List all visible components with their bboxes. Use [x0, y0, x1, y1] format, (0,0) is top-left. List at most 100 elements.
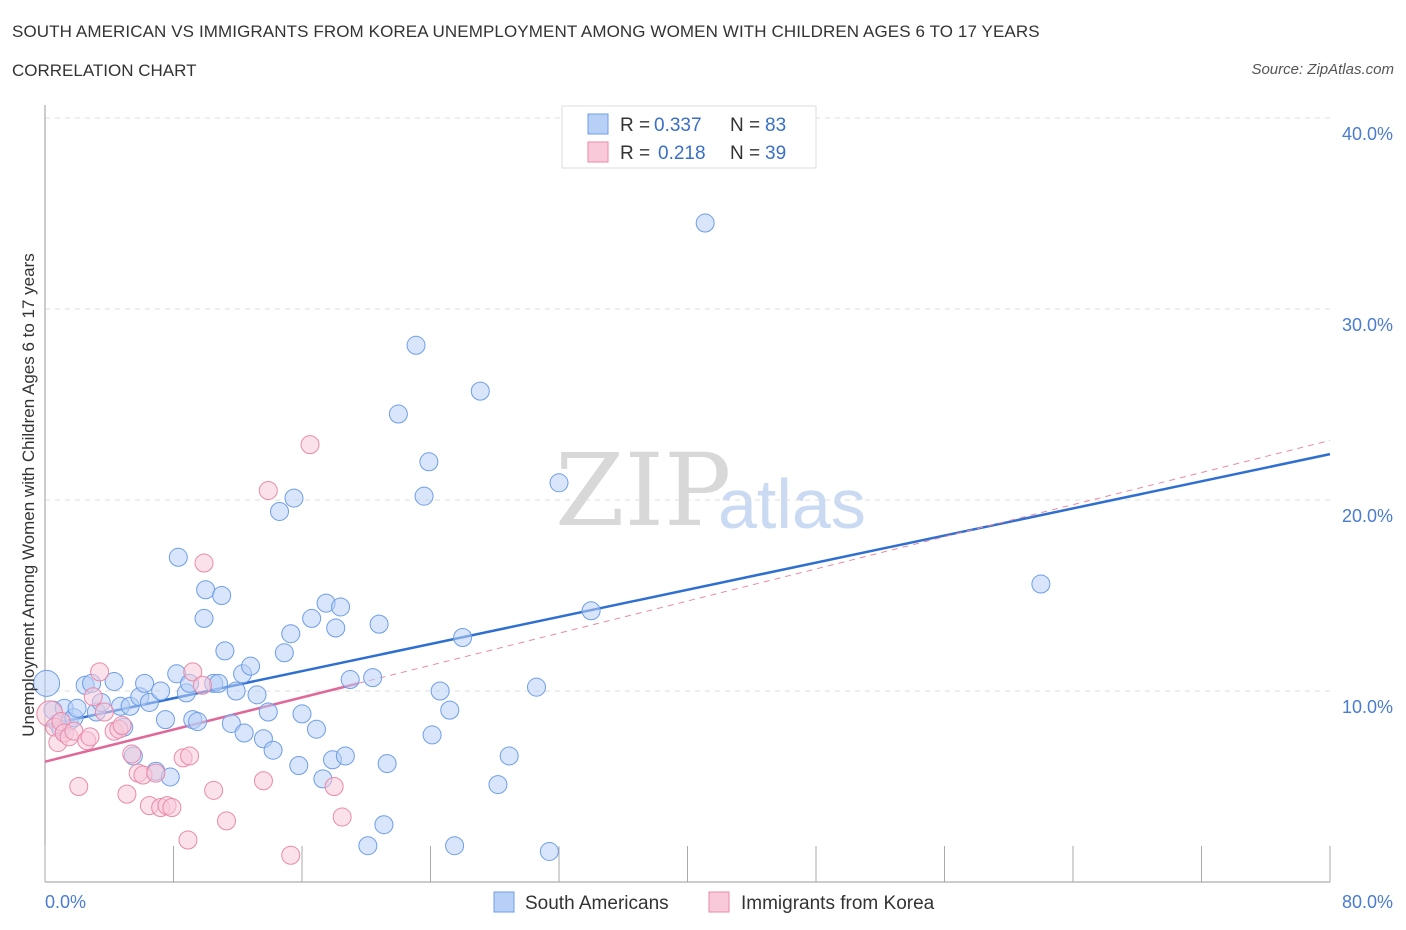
- south-americans-point-76: [527, 677, 547, 697]
- korea-point-20: [146, 763, 166, 783]
- south-americans-point-69: [430, 681, 450, 701]
- south-americans-point-78: [549, 473, 569, 493]
- korea-point-27: [183, 662, 203, 682]
- korea-point-10: [83, 687, 103, 707]
- korea-point-37: [332, 807, 352, 827]
- korea-point-39: [80, 727, 100, 747]
- south-americans-point-26: [168, 547, 188, 567]
- legend-n-label-1: N =: [730, 115, 760, 136]
- south-americans-point-56: [326, 618, 346, 638]
- south-americans-point-58: [335, 746, 355, 766]
- south-americans-point-38: [226, 681, 246, 701]
- south-americans-point-82: [388, 404, 408, 424]
- y-tick-label-4: 40.0%: [1342, 124, 1393, 144]
- legend-r-value-1: 0.337: [654, 115, 702, 136]
- bottom-legend-swatch-korea: [708, 891, 730, 913]
- korea-point-38: [112, 715, 132, 735]
- y-axis-label: Unemployment Among Women with Children A…: [19, 253, 38, 737]
- legend-r-label-2: R =: [620, 143, 650, 164]
- south-americans-point-1: [33, 669, 61, 697]
- korea-point-36: [324, 777, 344, 796]
- south-americans-point-65: [406, 335, 426, 355]
- x-tick-label-start: 0.0%: [45, 892, 86, 912]
- source-label: Source: ZipAtlas.com: [1251, 61, 1394, 78]
- korea-point-28: [192, 675, 212, 695]
- axes: [44, 105, 1331, 883]
- south-americans-point-34: [208, 673, 228, 693]
- korea-trend-extension: [358, 439, 1331, 684]
- south-americans-point-74: [488, 775, 508, 795]
- korea-point-23: [162, 798, 182, 818]
- south-americans-point-51: [302, 608, 322, 628]
- south-americans-point-57: [331, 597, 351, 617]
- south-americans-point-23: [155, 710, 175, 730]
- south-americans-point-62: [369, 614, 389, 634]
- south-americans-point-20: [139, 692, 159, 712]
- korea-point-15: [117, 784, 137, 804]
- legend-swatch-south-americans: [587, 113, 609, 135]
- south-americans-point-44: [258, 702, 278, 722]
- south-americans-point-79: [581, 601, 601, 621]
- gridlines: [45, 117, 1330, 692]
- south-americans-point-32: [196, 580, 216, 600]
- korea-point-33: [258, 480, 278, 500]
- korea-point-26: [180, 746, 200, 766]
- south-americans-point-75: [499, 746, 519, 766]
- chart-title: SOUTH AMERICAN VS IMMIGRANTS FROM KOREA …: [12, 22, 1040, 41]
- south-americans-point-46: [274, 643, 294, 663]
- korea-point-29: [194, 553, 214, 573]
- south-americans-point-42: [247, 685, 267, 705]
- south-americans-point-73: [470, 381, 490, 401]
- south-americans-point-36: [215, 641, 235, 661]
- korea-point-34: [281, 845, 301, 865]
- data-points: [33, 213, 1051, 865]
- south-americans-point-49: [289, 755, 309, 775]
- y-tick-labels: 10.0% 20.0% 30.0% 40.0%: [1342, 124, 1393, 717]
- series-legend: South Americans Immigrants from Korea: [493, 891, 935, 914]
- korea-point-32: [253, 771, 273, 791]
- south-americans-point-72: [453, 628, 473, 648]
- south-americans-point-13: [104, 671, 124, 691]
- south-americans-point-35: [212, 586, 232, 605]
- legend-n-label-2: N =: [730, 143, 760, 164]
- south-americans-trend-line: [44, 452, 1331, 727]
- legend-n-value-1: 83: [765, 115, 786, 136]
- south-americans-point-60: [358, 836, 378, 856]
- south-americans-point-66: [414, 486, 434, 506]
- x-tick-label-end: 80.0%: [1342, 892, 1393, 912]
- x-tick-labels: 0.0% 80.0%: [45, 892, 1393, 912]
- bottom-legend-south-americans: South Americans: [525, 893, 669, 914]
- south-americans-point-31: [194, 608, 214, 628]
- chart-subtitle: CORRELATION CHART: [12, 61, 197, 80]
- south-americans-point-48: [284, 488, 304, 508]
- korea-point-35: [300, 435, 320, 455]
- south-americans-point-45: [263, 740, 283, 760]
- south-americans-point-37: [221, 713, 241, 733]
- south-americans-point-77: [539, 841, 559, 861]
- south-americans-point-64: [377, 754, 397, 774]
- south-americans-point-61: [363, 668, 383, 688]
- korea-point-31: [217, 811, 237, 831]
- south-americans-point-63: [374, 815, 394, 835]
- south-americans-point-68: [422, 725, 442, 745]
- watermark-atlas: atlas: [718, 465, 866, 543]
- y-tick-label-2: 20.0%: [1342, 506, 1393, 526]
- south-americans-point-30: [188, 712, 208, 732]
- south-americans-point-40: [234, 723, 254, 743]
- south-americans-point-41: [241, 656, 261, 676]
- south-americans-point-71: [445, 836, 465, 856]
- south-americans-point-8: [67, 698, 87, 718]
- south-americans-point-83: [270, 501, 290, 521]
- korea-point-25: [178, 830, 198, 850]
- south-americans-point-70: [440, 700, 460, 720]
- south-americans-point-52: [306, 719, 326, 739]
- south-americans-point-47: [281, 624, 301, 644]
- korea-point-8: [69, 777, 89, 796]
- south-americans-point-80: [695, 213, 715, 233]
- y-tick-label-3: 30.0%: [1342, 315, 1393, 335]
- legend-swatch-korea: [587, 141, 609, 163]
- south-americans-point-50: [292, 704, 312, 724]
- watermark-zip: ZIP: [555, 432, 731, 549]
- korea-point-12: [94, 702, 114, 722]
